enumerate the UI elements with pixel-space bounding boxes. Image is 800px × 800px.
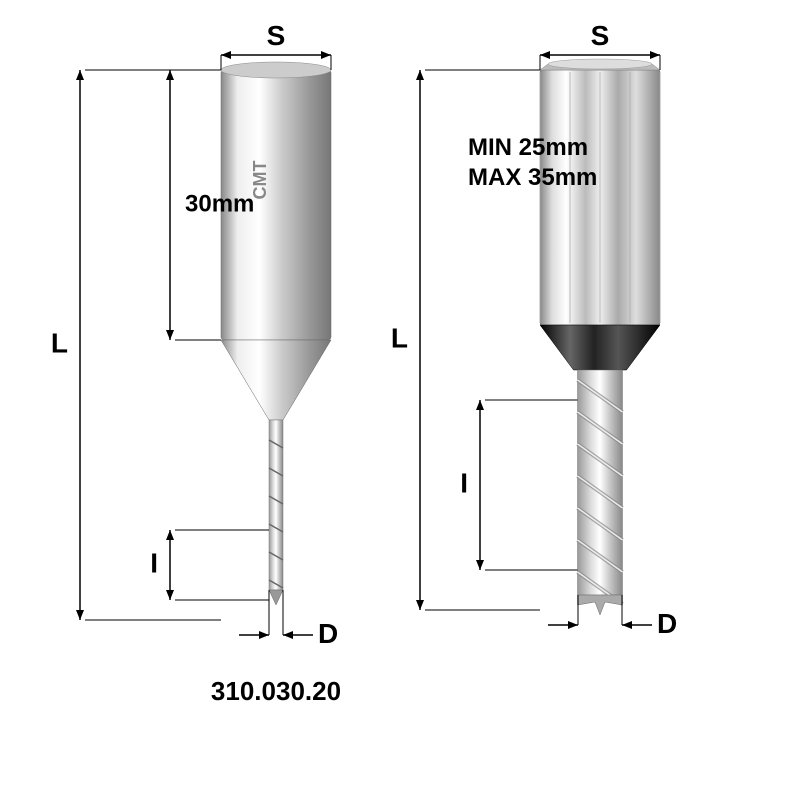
diagram-canvas: CMTSL30mmID310.030.20SLIDMIN 25mmMAX 35m… [0,0,800,800]
svg-text:D: D [318,618,338,649]
svg-text:MIN 25mm: MIN 25mm [468,134,588,161]
svg-text:310.030.20: 310.030.20 [211,676,341,706]
svg-text:MAX 35mm: MAX 35mm [468,164,597,191]
svg-text:30mm: 30mm [185,190,254,217]
svg-text:S: S [267,20,286,51]
svg-text:L: L [391,322,408,353]
svg-text:S: S [591,20,610,51]
svg-text:I: I [460,467,468,498]
svg-text:D: D [657,608,677,639]
svg-text:L: L [51,327,68,358]
svg-text:I: I [150,547,158,578]
